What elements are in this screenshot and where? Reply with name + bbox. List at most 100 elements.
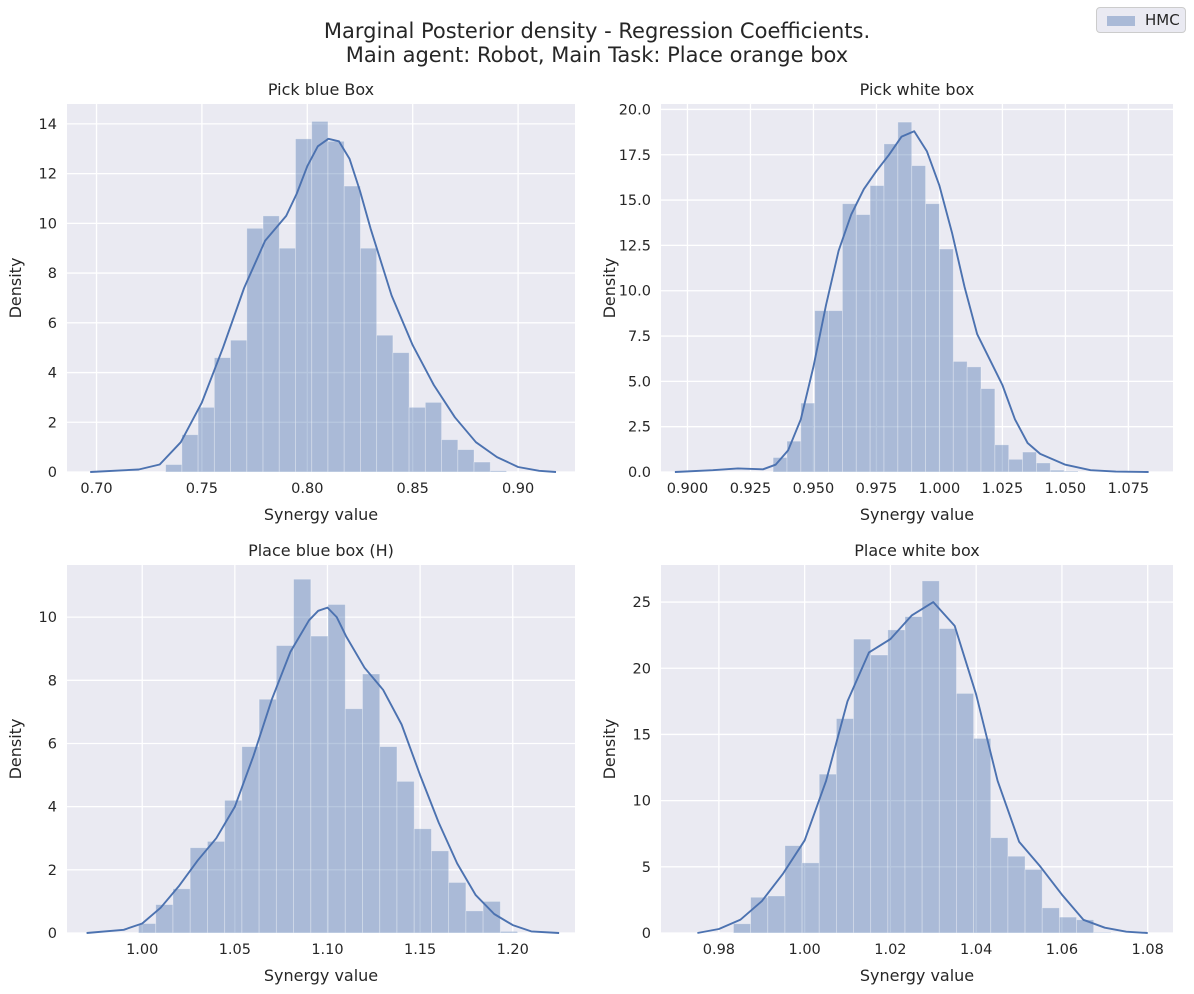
y-tick-label: 5 bbox=[642, 860, 651, 876]
histogram-bar bbox=[224, 799, 243, 934]
histogram-bar bbox=[904, 616, 923, 934]
histogram-bar bbox=[295, 138, 313, 473]
histogram-bar bbox=[842, 203, 857, 473]
x-tick-label: 1.00 bbox=[126, 942, 158, 958]
y-tick-label: 8 bbox=[48, 673, 57, 689]
y-tick-label: 2.5 bbox=[628, 420, 651, 436]
x-tick-label: 1.050 bbox=[1045, 481, 1087, 497]
histogram-bar bbox=[921, 580, 940, 934]
y-tick-label: 14 bbox=[39, 117, 57, 133]
figure-title: Marginal Posterior density - Regression … bbox=[323, 19, 871, 43]
x-tick-label: 0.70 bbox=[80, 481, 112, 497]
histogram-bar bbox=[392, 352, 410, 473]
legend-swatch bbox=[1107, 16, 1135, 26]
y-tick-label: 6 bbox=[48, 316, 57, 332]
histogram-bar bbox=[344, 708, 363, 934]
histogram-bar bbox=[952, 361, 968, 473]
x-tick-label: 1.000 bbox=[919, 481, 961, 497]
histogram-bar bbox=[343, 185, 361, 473]
histogram-bar bbox=[925, 203, 940, 473]
x-tick-label: 1.10 bbox=[311, 942, 343, 958]
histogram-bar bbox=[973, 738, 992, 934]
histogram-bar bbox=[956, 693, 975, 934]
x-tick-label: 1.05 bbox=[219, 942, 251, 958]
y-tick-label: 10 bbox=[39, 610, 57, 626]
histogram-bar bbox=[1063, 470, 1079, 473]
histogram-bar bbox=[360, 247, 378, 473]
histogram-bar bbox=[258, 698, 277, 934]
y-tick-label: 4 bbox=[48, 800, 57, 816]
kde-line bbox=[86, 606, 560, 934]
x-tick-label: 1.025 bbox=[982, 481, 1024, 497]
x-tick-label: 1.08 bbox=[1132, 942, 1164, 958]
x-tick-label: 1.15 bbox=[404, 942, 436, 958]
x-tick-label: 0.900 bbox=[667, 481, 709, 497]
histogram-bar bbox=[197, 406, 215, 473]
y-tick-label: 0 bbox=[48, 926, 57, 942]
x-tick-label: 0.975 bbox=[856, 481, 898, 497]
kde-line bbox=[90, 137, 557, 473]
histogram-bar bbox=[786, 440, 802, 473]
x-tick-label: 1.20 bbox=[497, 942, 529, 958]
x-tick-label: 0.85 bbox=[397, 481, 429, 497]
kde-line bbox=[697, 601, 1148, 934]
histogram-bar bbox=[870, 654, 889, 934]
histogram-bar bbox=[246, 227, 264, 473]
histogram-bar bbox=[457, 449, 475, 473]
histogram-bar bbox=[1041, 907, 1060, 934]
histogram-bar bbox=[230, 339, 248, 473]
histogram-bar bbox=[499, 931, 518, 934]
y-tick-label: 0 bbox=[642, 926, 651, 942]
histogram-bar bbox=[448, 882, 467, 934]
histogram-bar bbox=[262, 215, 280, 473]
histogram-bar bbox=[396, 780, 415, 934]
histogram-bar bbox=[883, 143, 899, 473]
y-tick-label: 15.0 bbox=[619, 193, 651, 209]
subplot-title: Place white box bbox=[854, 541, 979, 560]
histogram-bar bbox=[1058, 916, 1077, 934]
x-tick-label: 1.075 bbox=[1108, 481, 1150, 497]
y-tick-label: 0 bbox=[48, 465, 57, 481]
y-tick-label: 12.5 bbox=[619, 238, 651, 254]
y-tick-label: 2 bbox=[48, 863, 57, 879]
histogram-bar bbox=[980, 388, 996, 473]
y-tick-label: 15 bbox=[633, 727, 651, 743]
y-tick-label: 20 bbox=[633, 661, 651, 677]
histogram-bar bbox=[800, 402, 816, 473]
x-axis-label: Synergy value bbox=[860, 505, 974, 524]
histogram-bar bbox=[801, 862, 820, 934]
histogram-bar bbox=[275, 645, 294, 934]
x-tick-label: 0.90 bbox=[502, 481, 534, 497]
subplot-3: 1.00 1.05 1.10 1.15 1.20 0 2 4 6 8 10 Place blue bo… bbox=[6, 541, 575, 985]
figure-subtitle: Main agent: Robot, Main Task: Place oran… bbox=[345, 43, 849, 67]
histogram-bar bbox=[939, 248, 954, 473]
histogram-bar bbox=[376, 334, 394, 473]
histogram-bar bbox=[1024, 869, 1043, 934]
x-tick-label: 0.75 bbox=[186, 481, 218, 497]
histogram-bar bbox=[938, 628, 957, 934]
subplot-2: 0.900 0.925 0.950 0.975 1.000 1.025 1.050 1.075… bbox=[600, 80, 1173, 524]
histogram-bar bbox=[855, 214, 871, 473]
histogram-bar bbox=[431, 850, 450, 934]
histogram-bar bbox=[165, 464, 183, 473]
y-tick-label: 0.0 bbox=[628, 465, 651, 481]
histogram-bar bbox=[869, 185, 885, 473]
histogram-bar bbox=[828, 310, 843, 473]
histogram-bar bbox=[311, 121, 329, 473]
x-tick-label: 1.02 bbox=[874, 942, 906, 958]
histogram-bar bbox=[213, 357, 231, 473]
histogram-bar bbox=[767, 895, 786, 934]
histogram-bar bbox=[489, 470, 507, 473]
histogram-bar bbox=[1036, 462, 1051, 473]
x-tick-label: 0.98 bbox=[703, 942, 735, 958]
histogram-bar bbox=[990, 837, 1009, 934]
histogram-bar bbox=[835, 718, 854, 934]
subplot-title: Place blue box (H) bbox=[248, 541, 394, 560]
plot-area bbox=[661, 565, 1173, 933]
y-tick-label: 20.0 bbox=[619, 102, 651, 118]
subplot-title: Pick blue Box bbox=[268, 80, 374, 99]
y-tick-label: 10 bbox=[633, 794, 651, 810]
histogram-bar bbox=[278, 247, 296, 473]
histogram-bar bbox=[473, 461, 491, 473]
x-axis-label: Synergy value bbox=[860, 966, 974, 985]
